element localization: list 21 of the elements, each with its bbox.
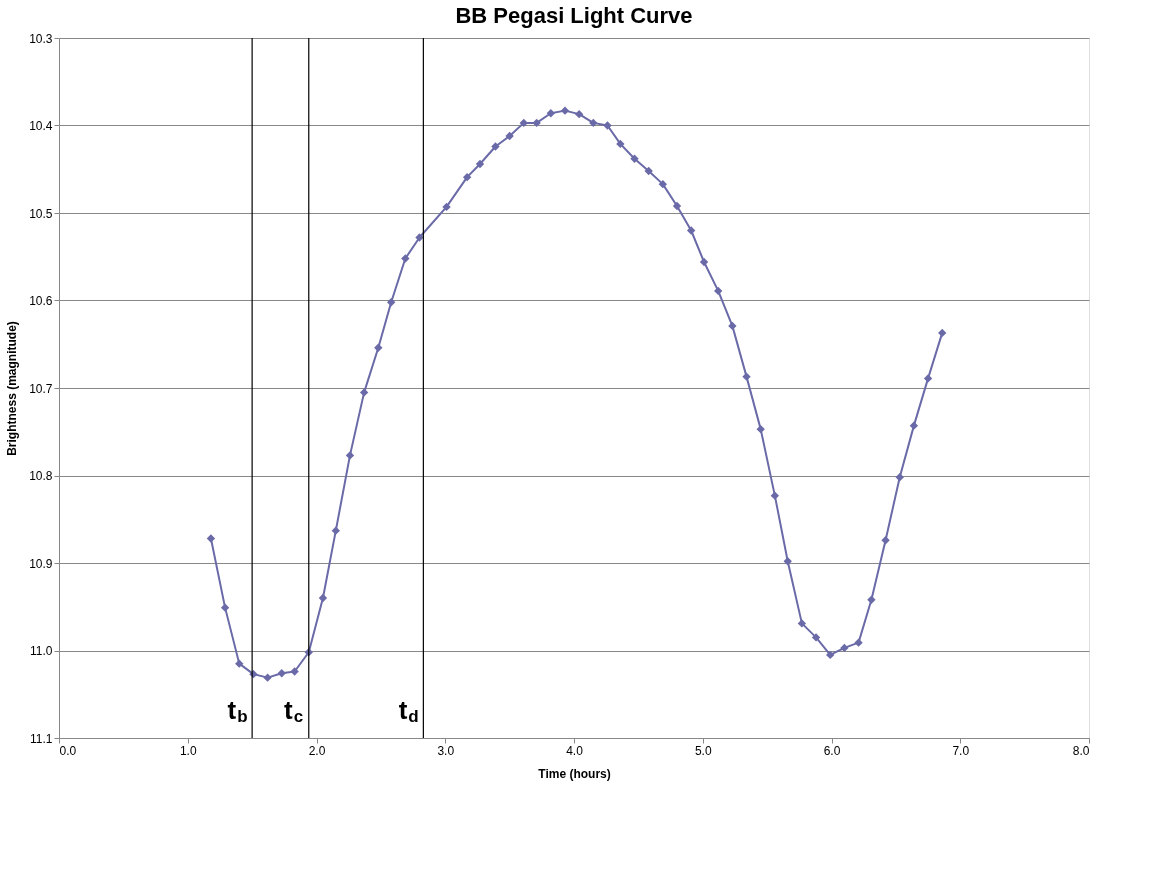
chart-title: BB Pegasi Light Curve — [455, 3, 693, 28]
y-tick-label: 10.7 — [29, 381, 53, 396]
x-tick-label: 4.0 — [566, 743, 584, 758]
x-axis-title: Time (hours) — [538, 766, 611, 781]
y-tick-label: 10.9 — [29, 556, 53, 571]
y-tick-label: 10.3 — [29, 31, 53, 46]
x-tick-label: 5.0 — [694, 743, 712, 758]
y-axis-title: Brightness (magnitude) — [5, 321, 20, 456]
y-tick-label: 10.6 — [29, 294, 53, 308]
x-tick-label: 6.0 — [823, 743, 841, 758]
x-tick-label: 2.0 — [308, 743, 326, 758]
y-tick-label: 10.8 — [29, 469, 53, 483]
y-tick-label: 10.4 — [29, 119, 53, 133]
x-tick-label: 8.0 — [1072, 743, 1090, 758]
y-tick-label: 11.0 — [30, 644, 53, 658]
y-tick-label: 11.1 — [30, 731, 53, 746]
x-tick-label: 7.0 — [952, 743, 970, 758]
y-tick-label: 10.5 — [29, 206, 53, 221]
x-tick-label: 0.0 — [59, 743, 77, 758]
x-tick-label: 1.0 — [179, 743, 197, 758]
x-tick-label: 3.0 — [437, 743, 455, 758]
